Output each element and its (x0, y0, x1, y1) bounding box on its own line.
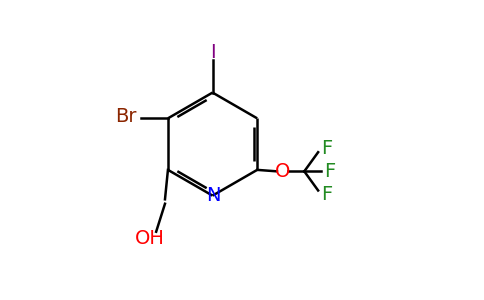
Text: Br: Br (116, 107, 137, 126)
Text: F: F (321, 184, 333, 203)
Text: F: F (321, 139, 333, 158)
Text: O: O (274, 162, 290, 181)
Text: F: F (324, 162, 335, 181)
Text: N: N (206, 186, 220, 205)
Text: I: I (210, 43, 215, 62)
Text: OH: OH (136, 229, 165, 248)
